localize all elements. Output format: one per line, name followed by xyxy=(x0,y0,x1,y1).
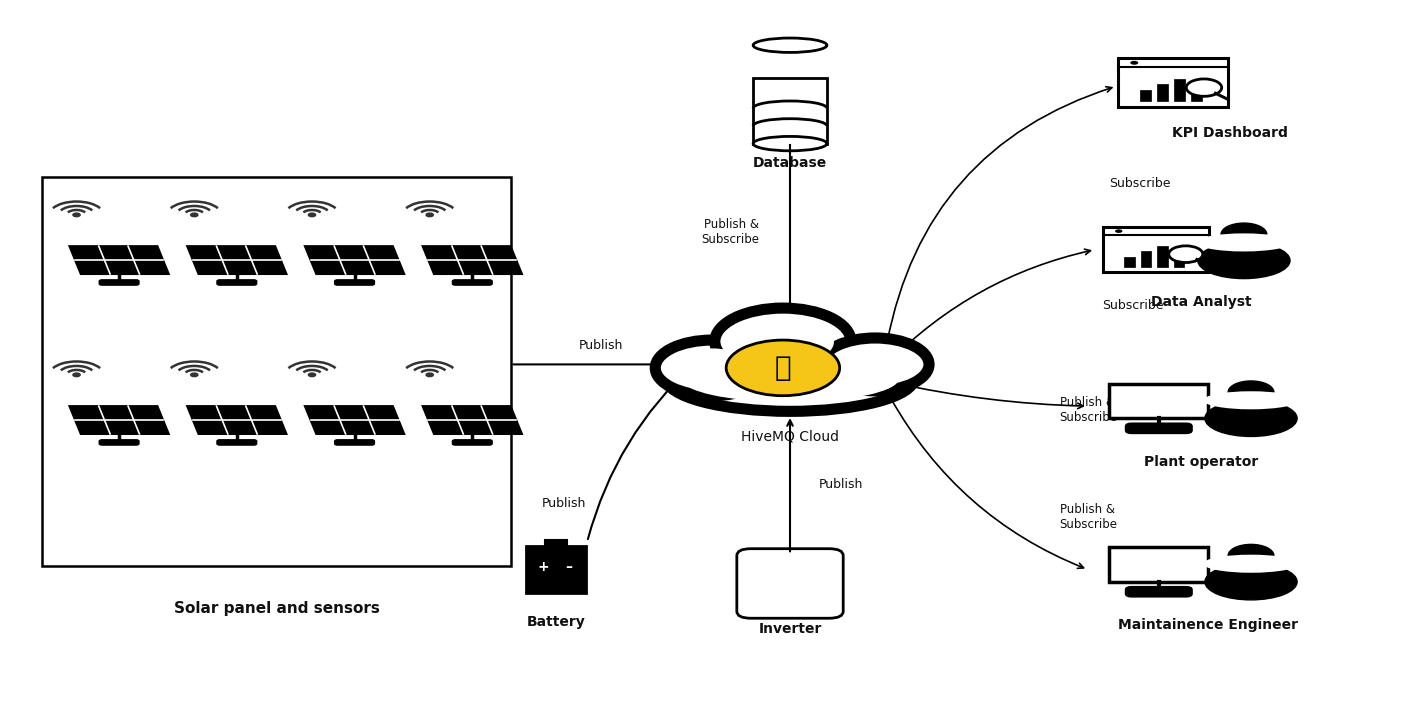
Polygon shape xyxy=(70,406,168,434)
Text: +: + xyxy=(537,560,548,574)
Text: Publish &
Subscribe: Publish & Subscribe xyxy=(1059,503,1118,531)
FancyBboxPatch shape xyxy=(1118,58,1229,107)
Circle shape xyxy=(1131,61,1138,64)
Ellipse shape xyxy=(1205,564,1297,600)
Polygon shape xyxy=(187,246,286,274)
Circle shape xyxy=(726,340,840,395)
Circle shape xyxy=(191,373,198,376)
FancyBboxPatch shape xyxy=(1192,88,1202,101)
FancyBboxPatch shape xyxy=(335,280,375,285)
Circle shape xyxy=(73,213,80,217)
Circle shape xyxy=(1227,545,1274,567)
Circle shape xyxy=(73,373,80,376)
Circle shape xyxy=(732,316,834,367)
Polygon shape xyxy=(305,246,404,274)
Ellipse shape xyxy=(753,38,827,53)
Text: –: – xyxy=(565,560,572,574)
Text: Subscribe: Subscribe xyxy=(1102,299,1163,312)
Text: HiveMQ Cloud: HiveMQ Cloud xyxy=(740,429,839,443)
FancyBboxPatch shape xyxy=(1141,251,1151,267)
Text: Plant operator: Plant operator xyxy=(1145,455,1259,469)
Polygon shape xyxy=(423,406,523,434)
FancyBboxPatch shape xyxy=(1173,254,1185,267)
Text: Database: Database xyxy=(753,156,827,170)
FancyBboxPatch shape xyxy=(1124,257,1135,267)
Text: Data Analyst: Data Analyst xyxy=(1151,295,1252,309)
FancyBboxPatch shape xyxy=(736,549,843,618)
Ellipse shape xyxy=(666,346,914,411)
Text: Battery: Battery xyxy=(527,615,585,629)
Circle shape xyxy=(715,308,852,375)
FancyBboxPatch shape xyxy=(453,440,493,445)
Circle shape xyxy=(839,346,911,383)
FancyBboxPatch shape xyxy=(1109,384,1209,418)
FancyBboxPatch shape xyxy=(1126,423,1192,433)
FancyBboxPatch shape xyxy=(453,280,493,285)
Ellipse shape xyxy=(681,355,899,402)
Circle shape xyxy=(1220,223,1267,245)
FancyBboxPatch shape xyxy=(545,540,567,546)
Polygon shape xyxy=(70,246,168,274)
FancyBboxPatch shape xyxy=(100,280,140,285)
Circle shape xyxy=(655,340,769,395)
Polygon shape xyxy=(305,406,404,434)
Text: Publish: Publish xyxy=(578,339,622,352)
Ellipse shape xyxy=(1196,233,1292,252)
Circle shape xyxy=(672,348,752,388)
Circle shape xyxy=(309,373,316,376)
Text: KPI Dashboard: KPI Dashboard xyxy=(1172,126,1287,140)
Ellipse shape xyxy=(753,137,827,151)
Circle shape xyxy=(1227,381,1274,403)
Polygon shape xyxy=(423,246,523,274)
FancyBboxPatch shape xyxy=(216,280,256,285)
Text: Solar panel and sensors: Solar panel and sensors xyxy=(174,601,379,616)
Circle shape xyxy=(191,213,198,217)
FancyBboxPatch shape xyxy=(100,440,140,445)
Text: Publish &
Subscribe: Publish & Subscribe xyxy=(701,218,759,246)
Ellipse shape xyxy=(1203,554,1299,573)
Circle shape xyxy=(426,213,433,217)
FancyBboxPatch shape xyxy=(216,440,256,445)
Text: Inverter: Inverter xyxy=(759,622,822,637)
FancyBboxPatch shape xyxy=(1158,247,1168,267)
FancyBboxPatch shape xyxy=(335,440,375,445)
FancyBboxPatch shape xyxy=(527,546,585,593)
FancyBboxPatch shape xyxy=(1109,547,1209,582)
FancyBboxPatch shape xyxy=(1126,587,1192,597)
Text: Subscribe: Subscribe xyxy=(1109,177,1171,190)
Polygon shape xyxy=(187,406,286,434)
Ellipse shape xyxy=(1203,391,1299,409)
Text: Maintainence Engineer: Maintainence Engineer xyxy=(1118,618,1299,632)
FancyBboxPatch shape xyxy=(1156,84,1168,101)
Circle shape xyxy=(426,373,433,376)
Circle shape xyxy=(1115,229,1122,233)
Ellipse shape xyxy=(1198,243,1290,278)
FancyBboxPatch shape xyxy=(1175,79,1185,101)
FancyBboxPatch shape xyxy=(1102,227,1209,272)
Circle shape xyxy=(822,338,928,391)
Circle shape xyxy=(1169,246,1203,263)
Circle shape xyxy=(309,213,316,217)
FancyBboxPatch shape xyxy=(753,78,827,144)
Text: Publish: Publish xyxy=(819,478,863,491)
Text: Publish &
Subscribe: Publish & Subscribe xyxy=(1059,395,1118,423)
Text: 🐝: 🐝 xyxy=(775,354,792,382)
Text: Publish: Publish xyxy=(541,498,587,510)
Circle shape xyxy=(1186,79,1222,96)
FancyBboxPatch shape xyxy=(1139,90,1151,101)
Ellipse shape xyxy=(1205,400,1297,437)
